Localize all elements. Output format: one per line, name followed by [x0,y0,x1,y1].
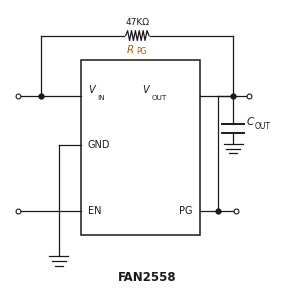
Text: IN: IN [97,95,105,101]
Text: R: R [127,45,135,55]
Text: GND: GND [88,140,110,150]
Text: V: V [88,85,95,95]
Text: FAN2558: FAN2558 [118,271,177,284]
Text: OUT: OUT [152,95,167,101]
Text: 47KΩ: 47KΩ [125,18,149,27]
Text: EN: EN [88,206,101,216]
Text: PG: PG [179,206,193,216]
Bar [81,60,200,235]
Text: OUT: OUT [255,121,271,131]
Text: C: C [247,117,254,127]
Text: PG: PG [136,47,146,56]
Text: V: V [142,85,149,95]
